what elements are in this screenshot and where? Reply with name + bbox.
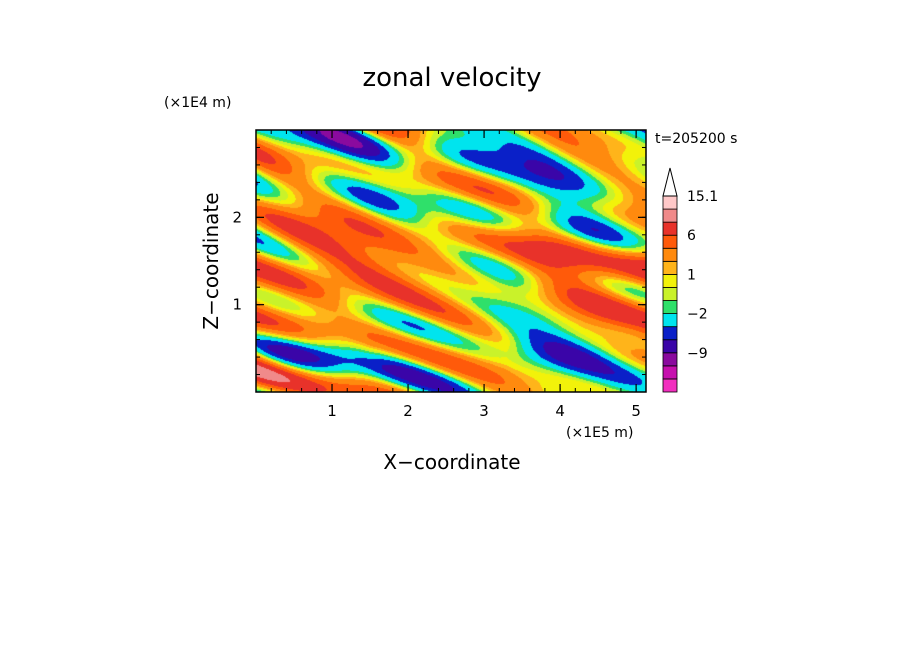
x-tick-label-3: 4 [555, 402, 565, 420]
x-tick-label-4: 5 [631, 402, 641, 420]
colorbar-segment-2 [662, 352, 678, 367]
colorbar-segment-3 [662, 339, 678, 354]
time-label: t=205200 s [655, 131, 737, 147]
x-tick-label-1: 2 [403, 402, 413, 420]
chart-title: zonal velocity [362, 63, 541, 93]
colorbar-segment-10 [662, 247, 678, 262]
colorbar-segment-14 [662, 195, 678, 210]
colorbar-segment-7 [662, 287, 678, 301]
y-tick-label-1: 2 [232, 208, 242, 226]
x-tick-label-2: 3 [479, 402, 489, 420]
x-axis-label: X−coordinate [383, 450, 520, 474]
colorbar-segment-5 [662, 313, 678, 328]
x-tick-label-0: 1 [327, 402, 337, 420]
colorbar-segment-9 [662, 260, 678, 275]
colorbar-label-2: 1 [687, 267, 696, 283]
y-axis-label: Z−coordinate [199, 192, 223, 329]
colorbar-segment-0 [662, 378, 678, 393]
colorbar-extend-max [662, 167, 678, 197]
plot-frame [255, 129, 647, 393]
colorbar: 15.1 6 1 −2 −9 [662, 167, 718, 393]
colorbar-segment-1 [662, 365, 678, 380]
y-axis-unit: (×1E4 m) [164, 95, 231, 111]
colorbar-segment-11 [662, 234, 678, 249]
colorbar-segment-4 [662, 326, 678, 341]
colorbar-label-3: −2 [687, 307, 708, 323]
x-axis-ticks: 1 2 3 4 5 [270, 130, 641, 420]
x-axis-unit: (×1E5 m) [566, 425, 633, 441]
colorbar-segment-12 [662, 221, 678, 236]
colorbar-segment-6 [662, 300, 678, 314]
y-tick-label-0: 1 [232, 296, 242, 314]
y-axis-ticks: 12 [232, 146, 646, 376]
colorbar-label-1: 6 [687, 228, 696, 244]
colorbar-segment-13 [662, 208, 678, 223]
velocity-field [256, 130, 646, 392]
colorbar-label-0: 15.1 [687, 189, 718, 205]
colorbar-label-4: −9 [687, 346, 708, 362]
colorbar-segment-8 [662, 273, 678, 288]
